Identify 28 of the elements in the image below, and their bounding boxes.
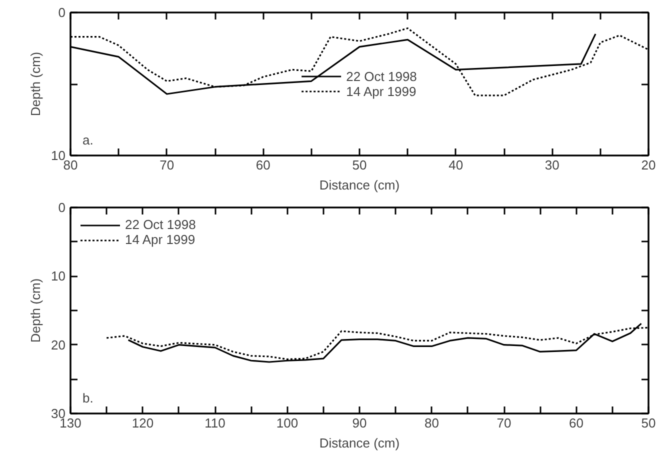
x-tick-label: 120	[132, 416, 154, 430]
y-tick-label: 0	[58, 5, 66, 20]
x-tick-label: 110	[204, 416, 226, 430]
x-tick-label: 80	[424, 416, 439, 430]
y-tick-label: 10	[51, 268, 66, 284]
x-tick-label: 20	[641, 158, 656, 172]
x-tick-label: 50	[641, 416, 656, 430]
legend-label: 14 Apr 1999	[125, 232, 196, 247]
legend-label: 14 Apr 1999	[346, 84, 416, 98]
x-tick-label: 70	[160, 158, 174, 172]
x-tick-label: 60	[256, 158, 270, 172]
y-axis-title: Depth (cm)	[28, 52, 44, 116]
x-tick-label: 70	[496, 416, 512, 430]
y-tick-label: 0	[58, 200, 66, 215]
x-axis-title: Distance (cm)	[319, 436, 400, 450]
x-tick-label: 100	[276, 416, 298, 430]
y-axis-title: Depth (cm)	[28, 278, 44, 343]
x-axis-title: Distance (cm)	[319, 178, 400, 192]
x-tick-label: 90	[352, 416, 367, 430]
annotation: b.	[82, 390, 94, 406]
x-tick-label: 60	[569, 416, 584, 430]
legend-label: 22 Oct 1998	[346, 68, 417, 84]
x-tick-label: 50	[352, 158, 367, 172]
legend-label: 22 Oct 1998	[125, 217, 196, 232]
annotation: a.	[82, 132, 94, 148]
x-tick-label: 40	[448, 158, 464, 172]
x-tick-label: 30	[544, 158, 560, 172]
y-tick-label: 20	[51, 337, 66, 352]
